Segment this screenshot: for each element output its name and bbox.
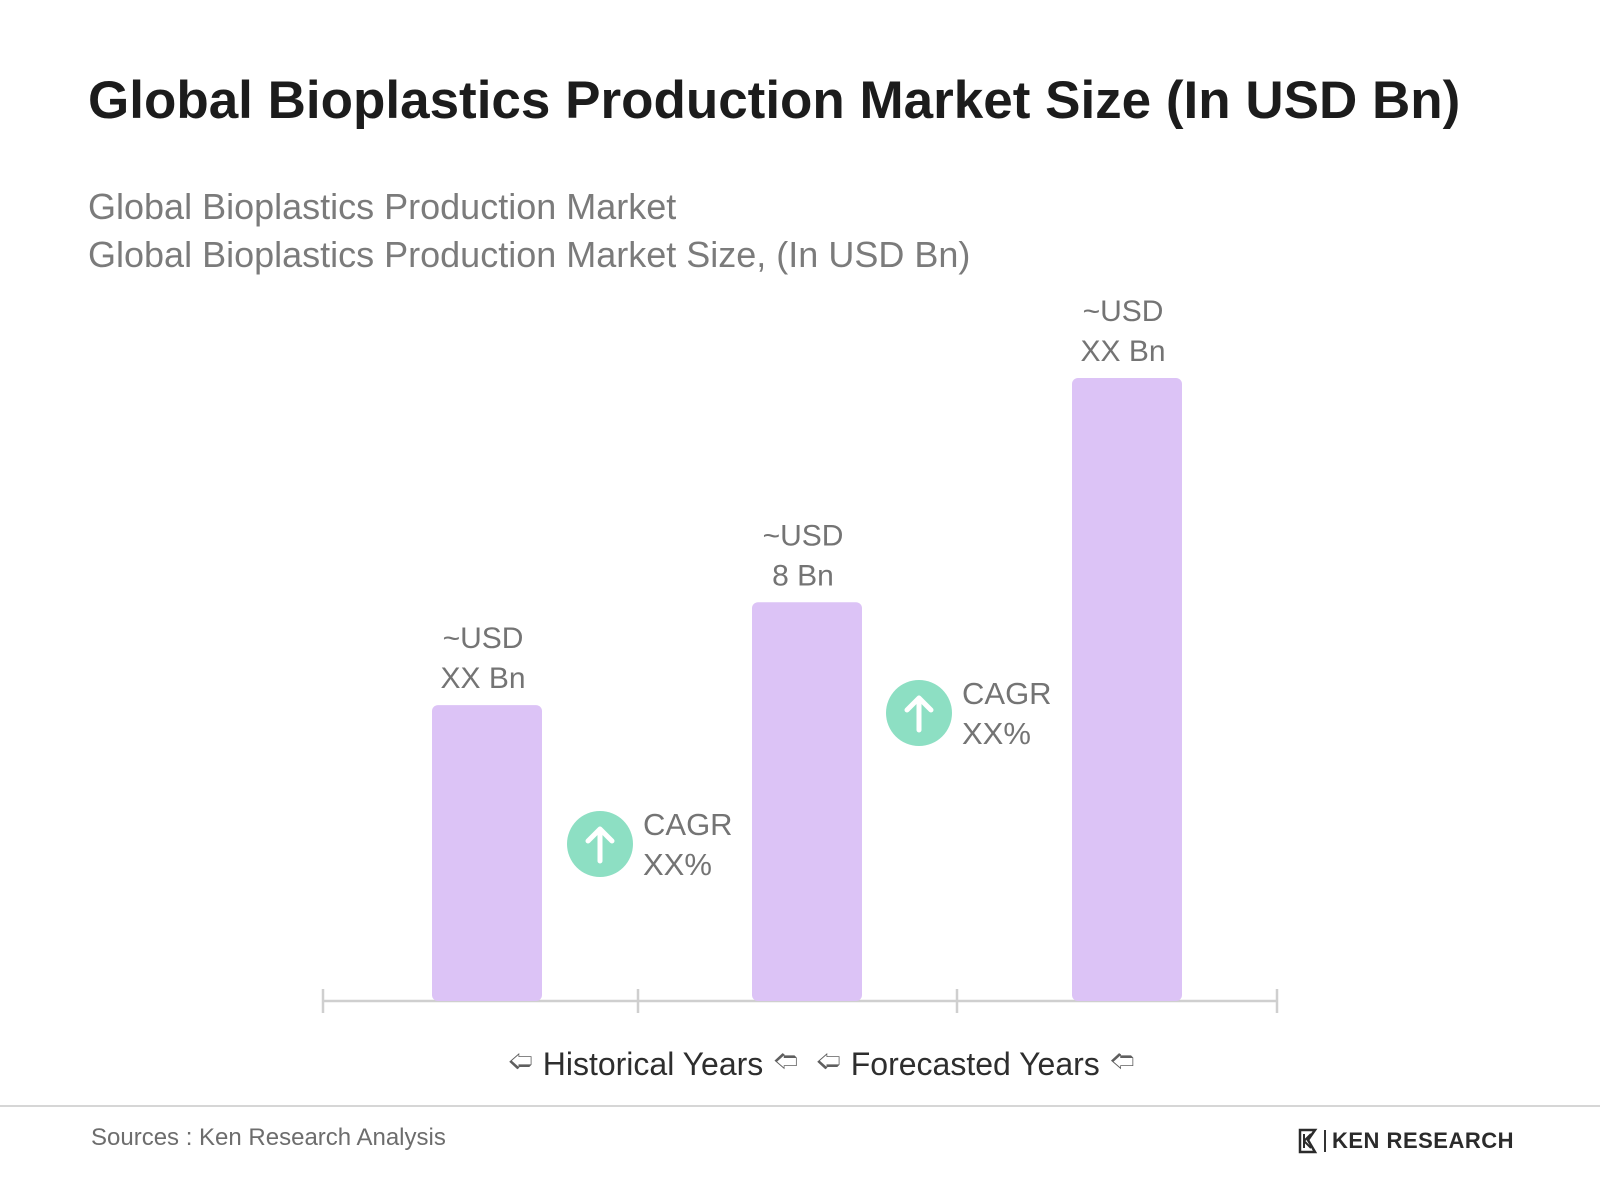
arrow-left-icon: 🢠 bbox=[508, 1048, 533, 1075]
historical-years-label: 🢠 Historical Years 🢢 bbox=[508, 1044, 798, 1085]
bar-1-label-currency: ~USD bbox=[443, 622, 524, 655]
forecasted-years-label: 🢠 Forecasted Years 🢢 bbox=[816, 1044, 1135, 1085]
cagr-badge-1-value: XX% bbox=[643, 847, 712, 882]
ken-research-logo: KEN RESEARCH bbox=[1298, 1128, 1514, 1154]
brand-separator bbox=[1324, 1130, 1326, 1152]
arrow-up-icon bbox=[904, 695, 934, 733]
bar-1 bbox=[432, 705, 542, 1001]
forecasted-years-text: Forecasted Years bbox=[850, 1046, 1100, 1082]
historical-years-text: Historical Years bbox=[542, 1046, 764, 1082]
bar-2-label-currency: ~USD bbox=[763, 519, 844, 552]
bar-2-label-value: 8 Bn bbox=[772, 559, 834, 592]
chart-title: Global Bioplastics Production Market Siz… bbox=[88, 71, 1461, 130]
arrow-left-icon: 🢠 bbox=[816, 1048, 841, 1075]
arrow-up-icon bbox=[585, 826, 615, 864]
footer-divider bbox=[0, 1105, 1600, 1107]
cagr-badge-1-label: CAGR bbox=[643, 807, 733, 842]
brand-name: KEN RESEARCH bbox=[1332, 1128, 1515, 1153]
cagr-badge-2-value: XX% bbox=[962, 716, 1031, 751]
bar-2 bbox=[752, 602, 862, 1001]
bar-1-label-value: XX Bn bbox=[440, 662, 525, 695]
bar-3 bbox=[1072, 378, 1182, 1001]
arrow-right-icon: 🢢 bbox=[1109, 1048, 1135, 1075]
arrow-right-icon: 🢢 bbox=[773, 1048, 799, 1075]
bar-chart: ~USD XX Bn ~USD 8 Bn ~USD XX Bn CAGR XX% CAGR XX% bbox=[321, 295, 1279, 1013]
cagr-badge-2-label: CAGR bbox=[962, 676, 1052, 711]
ken-research-mark-icon bbox=[1298, 1128, 1318, 1154]
chart-subtitle-line1: Global Bioplastics Production Market bbox=[88, 186, 677, 227]
chart-subtitle-line2: Global Bioplastics Production Market Siz… bbox=[88, 234, 971, 275]
bar-3-label-value: XX Bn bbox=[1080, 335, 1165, 368]
bar-3-label-currency: ~USD bbox=[1083, 295, 1164, 328]
source-note: Sources : Ken Research Analysis bbox=[91, 1124, 446, 1151]
